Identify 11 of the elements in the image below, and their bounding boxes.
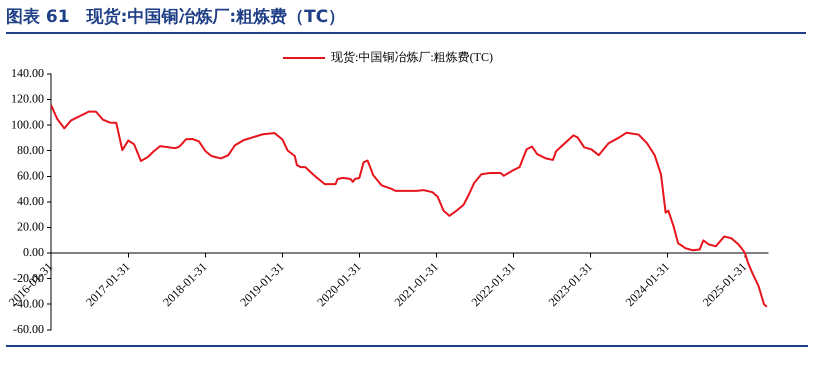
y-tick-label: 0.00 bbox=[23, 245, 44, 260]
y-tick-label: 140.00 bbox=[11, 66, 44, 80]
y-tick-label: -60.00 bbox=[13, 322, 44, 336]
y-tick-label: 80.00 bbox=[17, 142, 44, 157]
y-tick-label: 60.00 bbox=[17, 168, 44, 182]
legend-label: 现货:中国铜冶炼厂:粗炼费(TC) bbox=[331, 50, 494, 64]
y-tick-label: 20.00 bbox=[17, 220, 44, 234]
chart-title: 图表 61 现货:中国铜冶炼厂:粗炼费（TC） bbox=[6, 4, 806, 34]
y-tick-label: 40.00 bbox=[17, 194, 44, 208]
y-tick-label: 120.00 bbox=[11, 92, 44, 106]
y-tick-label: 100.00 bbox=[11, 117, 44, 132]
